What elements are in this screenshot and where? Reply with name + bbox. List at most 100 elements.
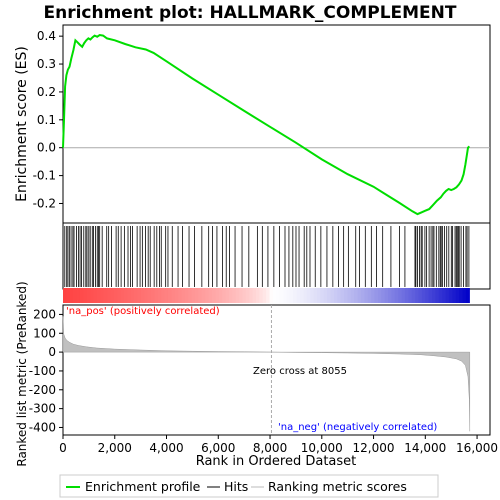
color-bar-segment [306, 288, 311, 303]
color-bar-segment [79, 288, 84, 303]
color-bar-segment [73, 288, 78, 303]
color-bar-segment [127, 288, 132, 303]
color-bar-segment [438, 288, 443, 303]
color-bar-segment [357, 288, 362, 303]
color-bar-segment [137, 288, 142, 303]
x-tick-label: 4,000 [149, 441, 183, 455]
color-bar-segment [239, 288, 244, 303]
color-bar-segment [360, 288, 365, 303]
color-bar-segment [66, 288, 71, 303]
metric-y-tick-label: -200 [29, 383, 56, 397]
color-bar-segment [93, 288, 98, 303]
x-axis-label: Rank in Ordered Dataset [196, 454, 357, 469]
color-bar-segment [228, 288, 233, 303]
metric-y-tick-label: -300 [29, 402, 56, 416]
color-bar-segment [428, 288, 433, 303]
color-bar-segment [167, 288, 172, 303]
color-bar-segment [255, 288, 260, 303]
color-bar-segment [154, 288, 159, 303]
color-bar-segment [415, 288, 420, 303]
color-bar-segment [120, 288, 125, 303]
hit-markers [64, 226, 470, 287]
color-bar-segment [381, 288, 386, 303]
color-bar-segment [184, 288, 189, 303]
x-tick-label: 0 [59, 441, 67, 455]
metric-y-axis-label: Ranked list metric (PreRanked) [15, 281, 29, 466]
legend-label-metric: Ranking metric scores [268, 479, 407, 494]
es-y-tick-label: 0.3 [37, 57, 56, 71]
color-bar-segment [218, 288, 223, 303]
color-bar-segment [411, 288, 416, 303]
color-bar-segment [208, 288, 213, 303]
es-panel: -0.2 -0.1 0.0 0.1 0.2 0.3 0.4 Enrichment score… [14, 24, 491, 224]
color-bar-segment [198, 288, 203, 303]
color-bar-segment [404, 288, 409, 303]
color-bar-segment [320, 288, 325, 303]
es-y-axis-label: Enrichment score (ES) [14, 46, 30, 202]
color-bar-segment [344, 288, 349, 303]
hits-panel [62, 222, 491, 303]
es-y-tick-label: 0.1 [37, 113, 56, 127]
color-bar-segment [384, 288, 389, 303]
metric-y-tick-label: -100 [29, 364, 56, 378]
color-bar-segment [266, 288, 271, 303]
color-bar-segment [462, 288, 467, 303]
color-bar-segment [421, 288, 426, 303]
x-tick-label: 16,000 [456, 441, 498, 455]
color-bar-segment [90, 288, 95, 303]
color-bar-segment [76, 288, 81, 303]
color-bar-segment [435, 288, 440, 303]
color-bar-segment [459, 288, 464, 303]
es-y-axis: -0.2 -0.1 0.0 0.1 0.2 0.3 0.4 [33, 29, 63, 210]
color-bar-segment [300, 288, 304, 303]
rank-color-bar [63, 288, 470, 303]
color-bar-segment [401, 288, 406, 303]
color-bar-segment [391, 288, 396, 303]
color-bar-segment [107, 288, 112, 303]
color-bar-segment [96, 288, 101, 303]
es-y-tick-label: 0.0 [37, 141, 56, 155]
color-bar-segment [235, 288, 240, 303]
color-bar-segment [283, 288, 288, 303]
legend-box [59, 474, 439, 498]
color-bar-segment [377, 288, 382, 303]
x-tick-label: 14,000 [404, 441, 446, 455]
color-bar-segment [313, 288, 318, 303]
color-bar-segment [367, 288, 372, 303]
x-tick-label: 8,000 [253, 441, 287, 455]
color-bar-segment [103, 288, 108, 303]
color-bar-segment [205, 288, 210, 303]
color-bar-segment [327, 288, 332, 303]
hits-panel-frame [62, 222, 491, 290]
color-bar-segment [110, 288, 115, 303]
color-bar-segment [323, 288, 328, 303]
color-bar-segment [147, 288, 152, 303]
color-bar-segment [171, 288, 176, 303]
legend-label-es: Enrichment profile [85, 479, 201, 494]
color-bar-segment [123, 288, 128, 303]
legend-label-hits: Hits [224, 479, 248, 494]
color-bar-segment [188, 288, 193, 303]
color-bar-segment [398, 288, 403, 303]
color-bar-segment [144, 288, 149, 303]
color-bar-segment [272, 288, 277, 303]
color-bar-segment [340, 288, 345, 303]
color-bar-segment [408, 288, 413, 303]
color-bar-segment [371, 288, 376, 303]
neg-label: 'na_neg' (negatively correlated) [278, 422, 437, 433]
color-bar-segment [130, 288, 135, 303]
color-bar-segment [364, 288, 369, 303]
color-bar-segment [448, 288, 453, 303]
es-panel-frame [62, 24, 491, 224]
color-bar-segment [310, 288, 315, 303]
color-bar-segment [117, 288, 122, 303]
color-bar-segment [293, 288, 298, 303]
color-bar-segment [279, 288, 284, 303]
color-bar-segment [225, 288, 230, 303]
x-tick-label: 10,000 [301, 441, 343, 455]
color-bar-segment [134, 288, 139, 303]
metric-y-tick-label: -400 [29, 420, 56, 434]
metric-y-tick-label: 0 [48, 345, 56, 359]
color-bar-segment [445, 288, 450, 303]
color-bar-segment [337, 288, 342, 303]
